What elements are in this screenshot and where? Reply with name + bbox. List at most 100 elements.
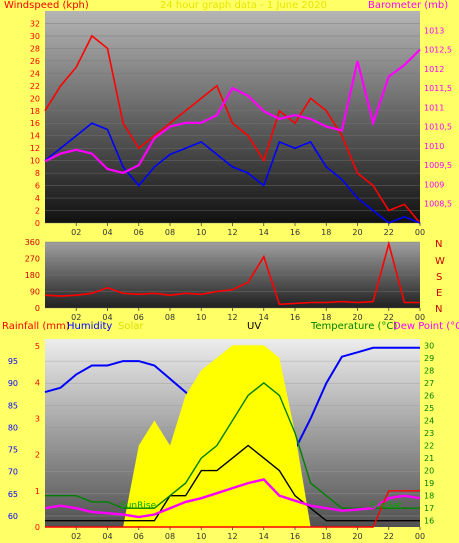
humidity-tick-75: 75 (8, 446, 18, 455)
x-tick-label-04: 04 (102, 228, 112, 237)
x-tick-label-00: 00 (415, 532, 425, 541)
barometer-tick-1013: 1013 (424, 26, 444, 35)
x-tick-label-08: 08 (165, 313, 175, 322)
x-tick-label-02: 02 (71, 532, 81, 541)
temperature-tick-19: 19 (424, 479, 434, 488)
temperature-tick-17: 17 (424, 504, 434, 513)
windspeed-tick-8: 8 (35, 169, 40, 178)
rain-tick-3: 3 (35, 415, 40, 424)
x-tick-label-00: 00 (415, 228, 425, 237)
x-tick-label-16: 16 (290, 228, 300, 237)
windspeed-tick-14: 14 (30, 132, 40, 141)
x-tick-label-20: 20 (352, 228, 362, 237)
x-tick-label-08: 08 (165, 532, 175, 541)
compass-w: W (435, 256, 445, 267)
barometer-tick-1011: 1011 (424, 103, 444, 112)
direction-tick-270: 270 (25, 255, 40, 264)
barometer-tick-1009: 1009 (424, 180, 444, 189)
x-tick-label-04: 04 (102, 532, 112, 541)
rainfall-axis-label: Rainfall (mm) (2, 321, 70, 332)
wind-grid (45, 23, 420, 224)
windspeed-tick-4: 4 (35, 194, 40, 203)
temperature-tick-16: 16 (424, 517, 434, 526)
series-gust (44, 122, 421, 224)
x-tick-label-12: 12 (227, 313, 237, 322)
x-tick-label-06: 06 (134, 228, 144, 237)
temperature-axis-label: Temperature (°C) (311, 321, 398, 332)
humidity-tick-65: 65 (8, 490, 18, 499)
rain-tick-0: 0 (35, 523, 40, 532)
windspeed-tick-12: 12 (30, 144, 40, 153)
series-temperature (45, 382, 420, 509)
temperature-tick-26: 26 (424, 391, 434, 400)
windspeed-tick-16: 16 (30, 119, 40, 128)
windspeed-tick-22: 22 (30, 82, 40, 91)
temperature-tick-30: 30 (424, 341, 434, 350)
sunrise-label: SunRise (120, 501, 157, 511)
x-tick-label-16: 16 (290, 313, 300, 322)
wind-direction-panel: 0 90 180 270 360 02 04 06 08 10 12 14 16 18 20 22 00 (25, 238, 425, 322)
x-tick-label-14: 14 (259, 532, 269, 541)
direction-series (44, 240, 420, 306)
series-barometer (44, 48, 421, 175)
barometer-tick-1012: 1012 (424, 65, 444, 74)
x-tick-label-06: 06 (134, 313, 144, 322)
barometer-axis-label: Barometer (mb) (368, 0, 449, 11)
windspeed-tick-24: 24 (30, 69, 40, 78)
windspeed-tick-0: 0 (35, 219, 40, 228)
barometer-tick-1011,5: 1011,5 (424, 84, 452, 93)
compass-n-bottom: N (435, 304, 443, 315)
temperature-tick-29: 29 (424, 354, 434, 363)
humidity-tick-70: 70 (8, 468, 18, 477)
series-direction (44, 240, 420, 306)
humidity-axis-label: Humidity (67, 321, 113, 332)
windspeed-tick-28: 28 (30, 44, 40, 53)
direction-tick-90: 90 (30, 288, 40, 297)
x-tick-label-16: 16 (290, 532, 300, 541)
windspeed-tick-18: 18 (30, 107, 40, 116)
x-tick-label-18: 18 (321, 228, 331, 237)
temperature-tick-22: 22 (424, 442, 434, 451)
barometer-tick-1008,5: 1008,5 (424, 200, 452, 209)
x-tick-label-20: 20 (352, 313, 362, 322)
sunset-label: SunSet (370, 501, 402, 511)
temperature-panel: 6065707580859095012345161718192021222324… (8, 339, 434, 541)
barometer-tick-1012,5: 1012,5 (424, 46, 452, 55)
humidity-tick-95: 95 (8, 357, 18, 366)
x-tick-label-10: 10 (196, 313, 206, 322)
temperature-tick-21: 21 (424, 454, 434, 463)
series-dew-point (44, 478, 421, 519)
humidity-tick-85: 85 (8, 401, 18, 410)
x-tick-label-14: 14 (259, 228, 269, 237)
x-tick-label-22: 22 (384, 228, 394, 237)
barometer-tick-1010: 1010 (424, 142, 444, 151)
x-tick-label-18: 18 (321, 532, 331, 541)
barometer-tick-1009,5: 1009,5 (424, 161, 452, 170)
series-windspeed (44, 34, 421, 224)
x-tick-label-10: 10 (196, 228, 206, 237)
windspeed-tick-26: 26 (30, 57, 40, 66)
direction-tick-360: 360 (25, 238, 40, 247)
graph-caption: 24 hour graph data - 1 June 2020 (160, 0, 327, 11)
compass-s: S (436, 272, 443, 283)
rain-tick-1: 1 (35, 487, 40, 496)
x-tick-label-14: 14 (259, 313, 269, 322)
x-tick-label-12: 12 (227, 228, 237, 237)
dewpoint-axis-label: Dew Point (°C) (393, 321, 459, 332)
temperature-tick-20: 20 (424, 467, 434, 476)
temperature-tick-27: 27 (424, 379, 434, 388)
temperature-tick-28: 28 (424, 366, 434, 375)
windspeed-tick-2: 2 (35, 207, 40, 216)
temperature-tick-18: 18 (424, 492, 434, 501)
series-uv (45, 444, 420, 522)
wind-series (44, 34, 421, 224)
windspeed-tick-10: 10 (30, 157, 40, 166)
wind-plot-background (45, 11, 420, 223)
series-solar (45, 345, 420, 527)
uv-label: UV (247, 321, 262, 332)
x-tick-label-12: 12 (227, 532, 237, 541)
compass-e: E (436, 288, 443, 299)
windspeed-tick-6: 6 (35, 182, 40, 191)
direction-tick-0: 0 (35, 304, 40, 313)
